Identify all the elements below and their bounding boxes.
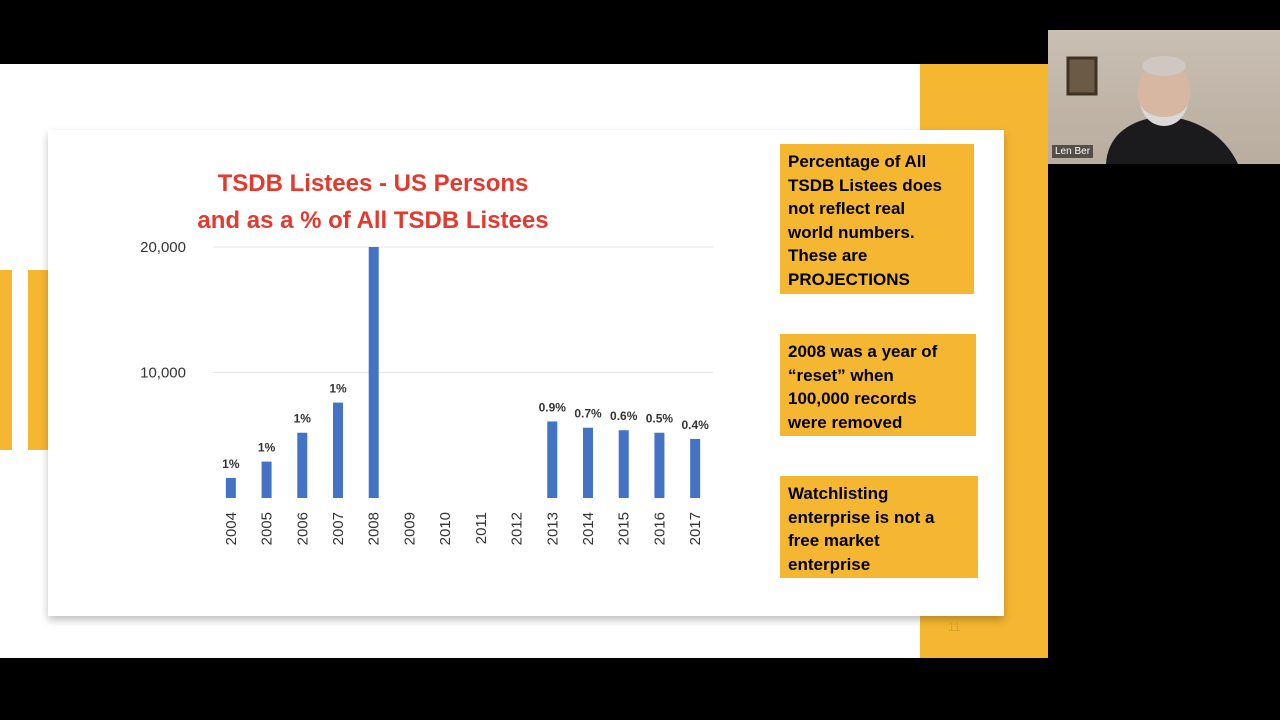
note-line: enterprise is not a bbox=[788, 507, 935, 527]
x-tick-label: 2005 bbox=[259, 512, 276, 545]
x-tick-label: 2014 bbox=[580, 512, 597, 545]
bar-2004 bbox=[225, 477, 236, 498]
data-label: 0.4% bbox=[681, 418, 709, 432]
x-tick-label: 2008 bbox=[366, 512, 383, 545]
note-line: “reset” when bbox=[788, 365, 894, 385]
accent-bar-left-2 bbox=[28, 270, 48, 450]
bar-2015 bbox=[618, 430, 629, 498]
note-line: not reflect real bbox=[788, 199, 906, 218]
note-line: Percentage of All bbox=[788, 152, 927, 171]
accent-bar-left bbox=[0, 270, 12, 450]
note-line: 100,000 records bbox=[788, 389, 917, 408]
bar-2014 bbox=[583, 427, 593, 498]
x-tick-label: 2007 bbox=[330, 512, 347, 545]
x-tick-label: 2013 bbox=[544, 512, 561, 545]
x-tick-label: 2016 bbox=[651, 512, 668, 545]
slide-number: 11 bbox=[948, 620, 961, 634]
note-line: 2008 was a year of bbox=[788, 342, 938, 361]
note-line: free market bbox=[788, 531, 880, 550]
participant-name: Len Ber bbox=[1052, 145, 1094, 158]
x-tick-label: 2015 bbox=[616, 512, 633, 545]
data-label: 1% bbox=[258, 441, 276, 455]
bar-2007 bbox=[333, 402, 343, 498]
note-line: PROJECTIONS bbox=[788, 269, 910, 289]
x-tick-label: 2011 bbox=[473, 512, 490, 544]
bar-2017 bbox=[690, 439, 701, 498]
x-tick-label: 2010 bbox=[437, 512, 454, 545]
y-tick-label: 10,000 bbox=[140, 365, 186, 382]
note-line: were removed bbox=[788, 412, 903, 432]
x-tick-label: 2006 bbox=[294, 512, 311, 545]
data-label: 0.7% bbox=[574, 407, 602, 421]
bar-chart: 10,000 20,000 1% 2004 1% 2005 1% 2006 1% 2007 2008… bbox=[140, 239, 713, 545]
bar-2005 bbox=[261, 461, 272, 498]
note-line: world numbers. bbox=[788, 222, 915, 242]
webcam-tile: Len Ber bbox=[1048, 30, 1280, 164]
bar-2016 bbox=[654, 432, 665, 498]
note-watchlisting: Watchlisting enterprise is not a free ma… bbox=[780, 476, 978, 578]
data-label: 0.5% bbox=[646, 412, 674, 426]
presenter-video bbox=[1066, 56, 1238, 164]
bar-2006 bbox=[297, 432, 308, 498]
data-label: 1% bbox=[329, 382, 347, 396]
note-line: Watchlisting bbox=[788, 484, 889, 503]
bar-2013 bbox=[547, 421, 558, 498]
data-label: 1% bbox=[294, 412, 312, 426]
x-tick-label: 2012 bbox=[509, 512, 526, 545]
x-tick-label: 2004 bbox=[223, 512, 240, 545]
note-projections: Percentage of All TSDB Listees does not … bbox=[780, 144, 974, 294]
y-tick-label: 20,000 bbox=[140, 239, 186, 256]
note-line: enterprise bbox=[788, 554, 871, 574]
data-label: 0.9% bbox=[539, 400, 567, 414]
note-line: These are bbox=[788, 246, 868, 265]
note-line: TSDB Listees does bbox=[788, 175, 942, 195]
bar-2008 bbox=[368, 247, 379, 498]
chart-title-line2: and as a % of All TSDB Listees bbox=[197, 207, 549, 234]
slide: TSDB Listees - US Persons and as a % of … bbox=[0, 64, 1048, 658]
x-tick-label: 2009 bbox=[401, 512, 418, 545]
data-label: 0.6% bbox=[610, 409, 638, 423]
data-label: 1% bbox=[222, 457, 240, 471]
x-tick-label: 2017 bbox=[687, 512, 704, 545]
chart-title-line1: TSDB Listees - US Persons bbox=[217, 170, 529, 197]
note-2008-reset: 2008 was a year of “reset” when 100,000 … bbox=[780, 334, 976, 436]
